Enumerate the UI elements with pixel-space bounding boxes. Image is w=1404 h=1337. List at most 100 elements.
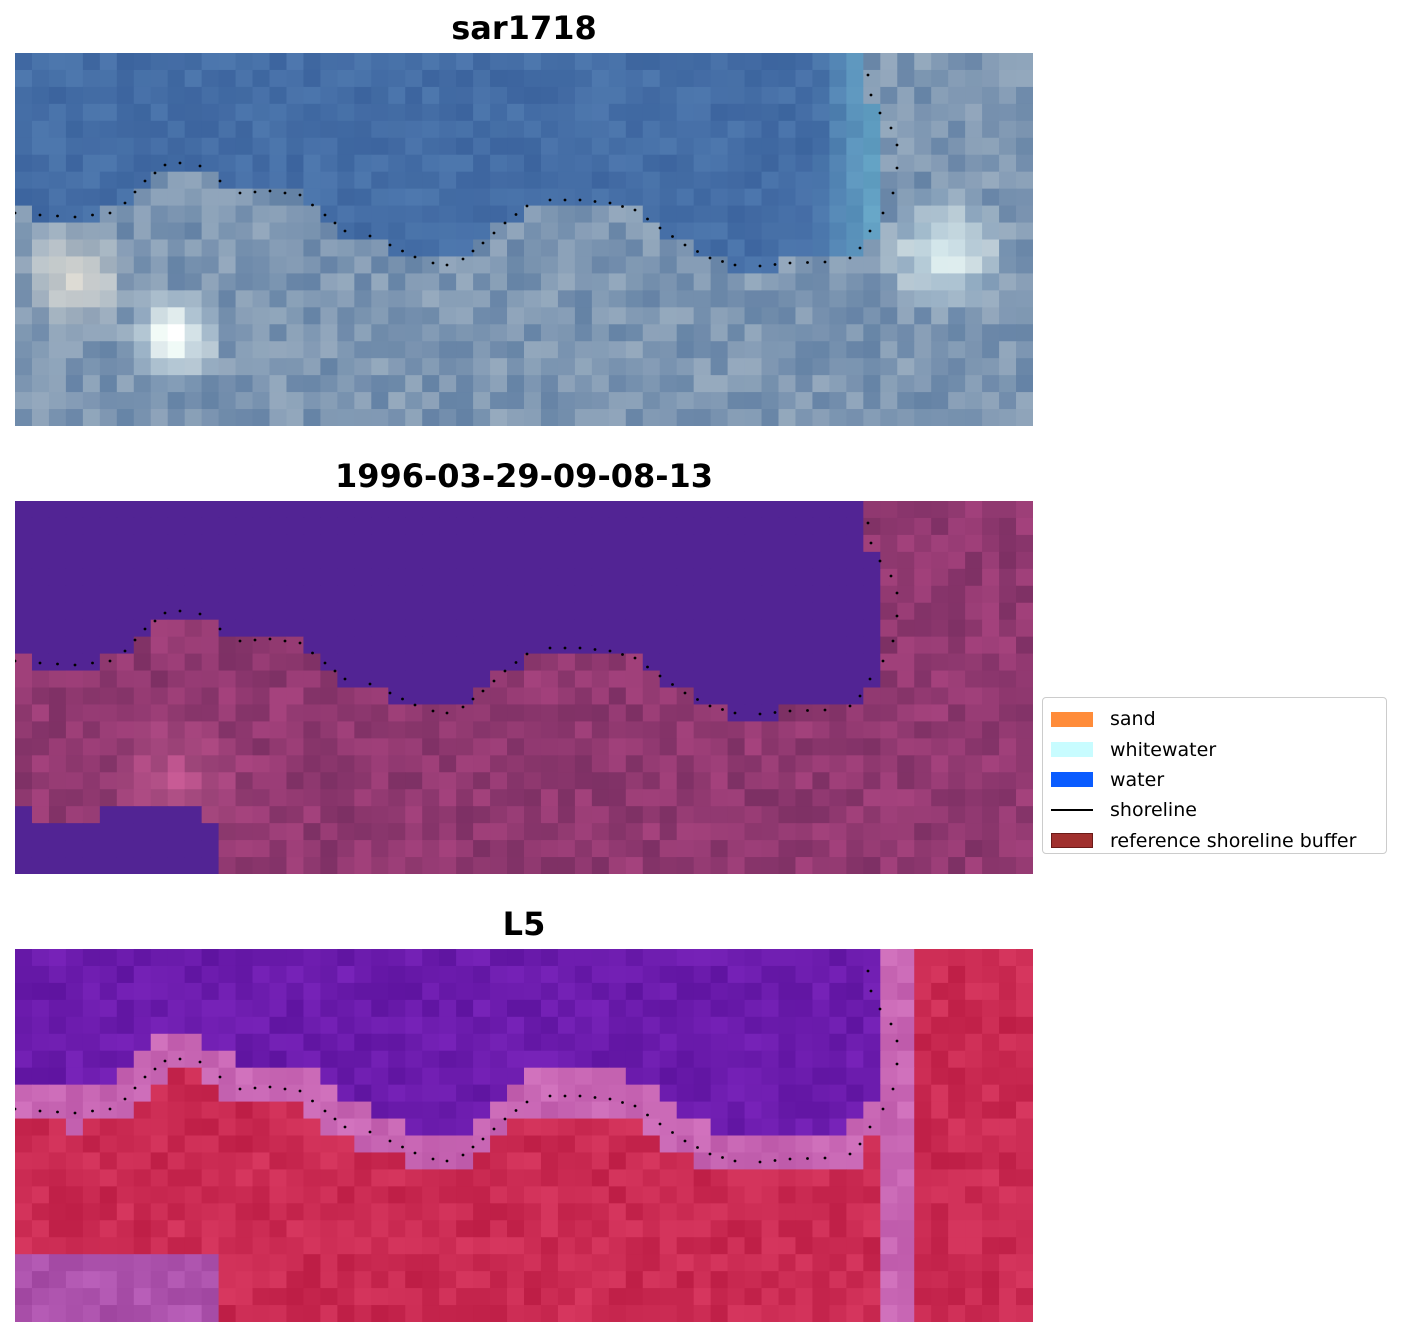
pixel (591, 103, 610, 122)
shoreline-dot (593, 200, 597, 203)
pixel (218, 1016, 237, 1035)
pixel (863, 636, 881, 655)
pixel (1016, 307, 1033, 325)
pixel (863, 290, 881, 308)
pixel (31, 171, 50, 190)
pixel (320, 358, 338, 376)
pixel (133, 1305, 152, 1322)
pixel (540, 137, 559, 156)
pixel (286, 585, 305, 604)
pixel (286, 738, 305, 756)
pixel (82, 949, 101, 967)
pixel (405, 755, 423, 773)
shoreline-dot (56, 1110, 59, 1114)
pixel (15, 154, 33, 173)
pixel (422, 358, 440, 376)
pixel (252, 1203, 271, 1221)
pixel (574, 171, 593, 190)
pixel (354, 738, 372, 756)
pixel (507, 704, 525, 722)
pixel (897, 1237, 915, 1255)
pixel (897, 188, 915, 207)
pixel (422, 949, 440, 967)
pixel (167, 205, 186, 224)
pixel (693, 949, 712, 967)
pixel (473, 755, 491, 773)
pixel (15, 324, 33, 342)
pixel (303, 86, 321, 105)
pixel (574, 857, 593, 874)
pixel (965, 704, 983, 722)
pixel (659, 1016, 678, 1035)
pixel (608, 1101, 627, 1120)
pixel (625, 704, 644, 722)
pixel (371, 1067, 389, 1086)
pixel (710, 1084, 729, 1103)
pixel (116, 1152, 135, 1170)
pixel (150, 1067, 169, 1086)
pixel (1016, 1271, 1033, 1289)
pixel (982, 1305, 1000, 1322)
pixel (65, 1220, 84, 1238)
pixel (897, 965, 915, 984)
pixel (659, 1135, 678, 1154)
pixel (99, 239, 118, 258)
pixel (507, 53, 525, 71)
pixel (354, 171, 372, 190)
pixel (880, 636, 898, 655)
water-swatch (1051, 772, 1093, 788)
pixel (948, 1220, 966, 1238)
pixel (710, 1169, 729, 1187)
pixel (897, 840, 915, 858)
pixel (557, 188, 576, 207)
pixel (608, 1084, 627, 1103)
pixel (507, 239, 525, 258)
pixel (880, 949, 898, 967)
pixel (337, 721, 355, 739)
pixel (320, 86, 338, 105)
pixel (133, 687, 152, 706)
pixel (371, 103, 389, 122)
pixel (473, 1271, 491, 1289)
pixel (269, 290, 288, 308)
pixel (371, 670, 389, 689)
pixel (710, 949, 729, 967)
pixel (473, 239, 491, 258)
pixel (31, 1237, 50, 1255)
pixel (320, 1067, 338, 1086)
pixel (863, 1305, 881, 1322)
pixel (846, 721, 864, 739)
pixel (48, 501, 67, 519)
pixel (116, 670, 135, 689)
pixel (982, 1186, 1000, 1204)
pixel (524, 501, 542, 519)
pixel (761, 137, 780, 156)
pixel (795, 1305, 814, 1322)
pixel (31, 789, 50, 807)
pixel (846, 256, 864, 274)
pixel (812, 324, 830, 342)
pixel (167, 53, 186, 71)
pixel (303, 53, 321, 71)
pixel (744, 222, 763, 241)
pixel (948, 1305, 966, 1322)
pixel (846, 1033, 864, 1052)
pixel (201, 1033, 220, 1052)
pixel (540, 1305, 559, 1322)
pixel (608, 256, 627, 274)
pixel (371, 188, 389, 207)
pixel (456, 86, 474, 105)
pixel (167, 1152, 186, 1170)
pixel (150, 1186, 169, 1204)
pixel (812, 551, 830, 570)
pixel (116, 517, 135, 536)
pixel (982, 721, 1000, 739)
pixel (812, 1186, 830, 1204)
pixel (82, 1220, 101, 1238)
pixel (133, 1152, 152, 1170)
pixel (150, 154, 169, 173)
pixel (235, 806, 254, 824)
pixel (608, 772, 627, 790)
pixel (439, 602, 457, 621)
pixel (1016, 789, 1033, 807)
